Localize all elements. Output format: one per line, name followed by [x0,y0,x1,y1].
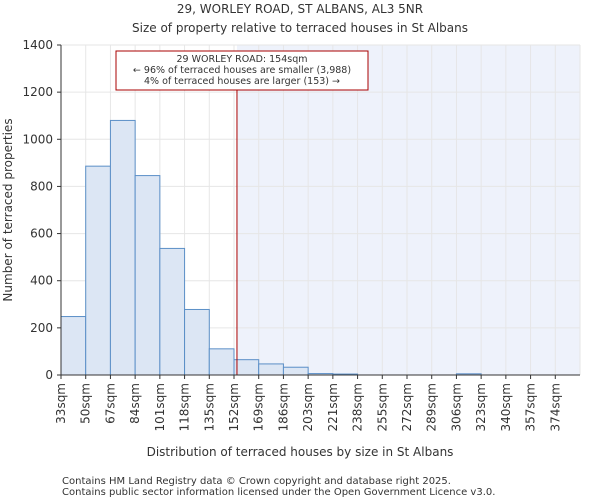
annotation-line-1: 29 WORLEY ROAD: 154sqm [176,54,307,65]
x-tick-label-2: 67sqm [103,383,117,424]
x-tick-label-6: 135sqm [202,383,216,431]
bar-50sqm [85,165,111,376]
plot-area: 0 200 400 600 800 1000 1200 1400 33sqm 50sqm 67sq… [22,38,581,431]
x-tick-label-16: 306sqm [449,383,463,431]
annotation-line-2: ← 96% of terraced houses are smaller (3,… [133,65,351,76]
x-tick-label-10: 203sqm [301,383,315,431]
x-axis-label: Distribution of terraced houses by size … [147,445,454,459]
x-tick-label-7: 152sqm [227,383,241,431]
y-tick-label-2: 400 [30,274,53,288]
bar-101sqm [159,247,186,376]
y-tick-label-0: 0 [45,368,53,382]
x-tick-label-5: 118sqm [178,383,192,431]
x-tick-label-1: 50sqm [79,383,93,424]
x-tick-label-13: 255sqm [375,383,389,431]
x-axis-ticks: 33sqm 50sqm 67sqm 84sqm 101sqm 118sqm 135sqm 15… [54,375,562,431]
x-tick-label-11: 221sqm [326,383,340,431]
bar-169sqm [258,363,284,376]
x-tick-label-9: 186sqm [276,383,290,431]
x-tick-label-14: 272sqm [400,383,414,431]
x-tick-label-8: 169sqm [252,383,266,431]
footer-line-1: Contains HM Land Registry data © Crown c… [62,476,451,487]
y-tick-label-7: 1400 [22,38,53,52]
x-tick-label-15: 289sqm [425,383,439,431]
x-tick-label-0: 33sqm [54,383,68,424]
x-tick-label-18: 340sqm [499,383,513,431]
bar-152sqm [233,359,260,376]
x-tick-label-12: 238sqm [351,383,365,431]
y-tick-label-1: 200 [30,321,53,335]
x-tick-label-19: 357sqm [524,383,538,431]
footer-line-2: Contains public sector information licen… [62,487,495,498]
y-tick-label-3: 600 [30,227,53,241]
y-tick-label-6: 1200 [22,85,53,99]
x-tick-label-3: 84sqm [128,383,142,424]
bar-84sqm [134,175,161,376]
y-tick-label-4: 800 [30,179,53,193]
x-tick-label-4: 101sqm [153,383,167,431]
y-axis-ticks: 0 200 400 600 800 1000 1200 1400 [22,38,61,382]
y-axis-label: Number of terraced properties [1,118,15,301]
x-tick-label-20: 374sqm [548,383,562,431]
annotation-box: 29 WORLEY ROAD: 154sqm ← 96% of terraced… [115,50,369,91]
annotation-frame [115,50,369,91]
bar-135sqm [208,348,235,376]
highlight-region [236,45,581,375]
bars [60,119,482,376]
chart-subtitle: Size of property relative to terraced ho… [132,21,468,35]
x-tick-label-17: 323sqm [474,383,488,431]
y-tick-label-5: 1000 [22,132,53,146]
bar-186sqm [282,366,309,376]
axes [60,45,580,376]
bar-118sqm [184,308,210,376]
annotation-line-3: 4% of terraced houses are larger (153) → [144,76,340,87]
bar-33sqm [60,316,87,376]
chart-title: 29, WORLEY ROAD, ST ALBANS, AL3 5NR [177,2,423,16]
bar-67sqm [109,119,136,376]
